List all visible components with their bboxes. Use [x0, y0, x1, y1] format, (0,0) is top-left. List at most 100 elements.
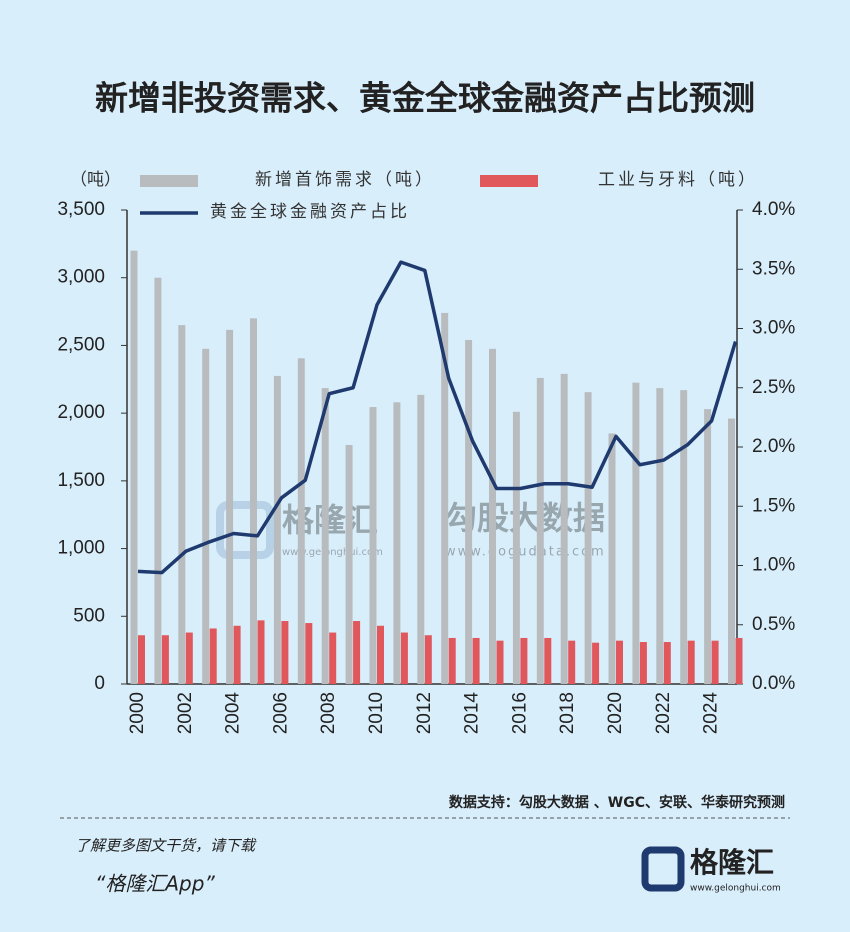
source: 数据支持：勾股大数据 、WGC、安联、华泰研究预测: [449, 794, 785, 811]
bar: [250, 318, 257, 684]
bar: [560, 373, 568, 684]
bar: [257, 620, 265, 684]
bar: [728, 418, 735, 684]
chart-title: 新增非投资需求、黄金全球金融资产占比预测: [95, 79, 755, 118]
bar: [281, 621, 289, 684]
y2-tick-label: 0.5%: [752, 614, 795, 635]
bar: [656, 388, 664, 684]
bar: [704, 409, 712, 684]
bar: [273, 375, 281, 684]
y-tick-label: 500: [73, 605, 105, 626]
y2-tick-label: 1.5%: [752, 495, 795, 516]
legend-label: 工业与牙料（吨）: [598, 170, 758, 189]
y2-tick-label: 1.0%: [752, 555, 795, 576]
bar: [632, 382, 640, 684]
x-tick-label: 2002: [175, 692, 196, 734]
logo-text: 格隆汇: [690, 846, 774, 879]
bar: [369, 407, 377, 684]
bar: [496, 640, 504, 684]
bar: [393, 402, 401, 684]
x-tick-label: 2010: [366, 692, 387, 734]
y-unit: （吨）: [70, 170, 121, 189]
bar: [424, 635, 432, 684]
bar: [185, 632, 193, 684]
bar: [663, 642, 671, 684]
y-tick-label: 2,500: [57, 334, 105, 355]
x-tick-label: 2004: [223, 692, 244, 735]
y-tick-label: 2,000: [57, 402, 105, 423]
bar: [639, 642, 647, 684]
y-tick-label: 0: [94, 673, 105, 694]
x-tick-label: 2024: [701, 692, 722, 735]
y2-tick-label: 3.5%: [752, 258, 795, 279]
bar: [161, 635, 169, 684]
line: [137, 260, 738, 575]
y-tick-label: 3,000: [57, 267, 105, 288]
bar: [592, 642, 600, 684]
y2-tick-label: 0.0%: [752, 673, 795, 694]
bar: [226, 329, 234, 684]
x-tick-label: 2000: [127, 692, 148, 734]
bar: [329, 632, 337, 684]
bar: [377, 625, 384, 684]
bar: [233, 625, 241, 684]
logo-url: www.gelonghui.com: [690, 884, 781, 894]
bar: [512, 411, 520, 684]
y-tick-label: 1,500: [57, 470, 105, 491]
bar: [711, 640, 719, 684]
bar: [536, 377, 544, 684]
bar: [520, 637, 528, 684]
bar: [209, 628, 217, 684]
x-tick-label: 2018: [557, 692, 578, 734]
footer-app: “格隆汇App”: [95, 872, 215, 896]
bar: [489, 348, 496, 684]
bar: [130, 250, 138, 684]
bar: [321, 388, 329, 684]
x-tick-label: 2006: [270, 692, 291, 734]
x-tick-label: 2014: [462, 692, 483, 735]
bar: [568, 640, 576, 684]
bar: [297, 358, 305, 684]
bar: [154, 277, 162, 684]
bar: [138, 635, 145, 684]
bar: [202, 348, 210, 684]
bar: [735, 637, 743, 684]
legend-label: 黄金全球金融资产占比: [210, 202, 410, 221]
bar: [465, 340, 473, 684]
y2-tick-label: 4.0%: [752, 199, 795, 220]
x-tick-label: 2008: [318, 692, 339, 734]
y2-tick-label: 2.5%: [752, 377, 795, 398]
x-tick-label: 2016: [509, 692, 530, 734]
watermark-logo: [216, 501, 274, 559]
bar: [544, 637, 552, 684]
bar: [353, 621, 361, 684]
bar: [305, 623, 313, 684]
bar: [345, 444, 353, 684]
y-tick-label: 1,000: [57, 538, 105, 559]
bar: [472, 637, 480, 684]
bar: [608, 433, 616, 684]
x-tick-label: 2020: [605, 692, 626, 734]
x-tick-label: 2012: [414, 692, 435, 734]
footer-prompt: 了解更多图文干货，请下载: [75, 837, 257, 855]
y-tick-label: 3,500: [57, 199, 105, 220]
legend-label: 新增首饰需求（吨）: [255, 170, 435, 189]
bar: [400, 632, 408, 684]
legend-swatch: [140, 175, 198, 187]
y2-tick-label: 2.0%: [752, 436, 795, 457]
legend-swatch: [480, 175, 538, 187]
bar: [616, 640, 623, 684]
logo-icon: [641, 846, 685, 892]
bar: [417, 394, 425, 684]
bar: [178, 325, 186, 684]
bar: [680, 390, 688, 684]
bar: [687, 640, 695, 684]
watermark-url: www.gelonghui.com: [282, 547, 383, 558]
bar: [584, 392, 592, 684]
y2-tick-label: 3.0%: [752, 318, 795, 339]
bar: [441, 312, 449, 684]
watermark-brand: 格隆汇: [282, 501, 378, 539]
bar: [448, 637, 456, 684]
